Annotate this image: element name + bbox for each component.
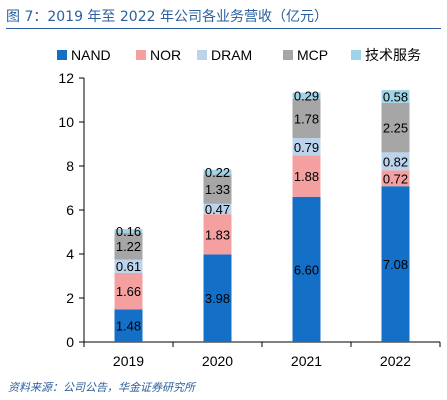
y-tick-label: 6 bbox=[66, 202, 74, 218]
bar-segment bbox=[114, 259, 143, 273]
chart-bars bbox=[114, 90, 410, 342]
x-tick-label: 2021 bbox=[291, 353, 322, 369]
legend-label: NAND bbox=[71, 47, 111, 63]
legend-swatch bbox=[197, 50, 207, 60]
data-label: 1.66 bbox=[116, 284, 141, 299]
bar-segment bbox=[381, 152, 410, 171]
data-label: 1.88 bbox=[294, 169, 319, 184]
y-tick-label: 0 bbox=[66, 334, 74, 350]
bar-segment bbox=[381, 186, 410, 342]
bar-segment bbox=[203, 214, 232, 255]
bar-segment bbox=[292, 196, 321, 342]
legend-label: MCP bbox=[297, 47, 328, 63]
bar-segment bbox=[203, 254, 232, 342]
y-tick-label: 2 bbox=[66, 290, 74, 306]
bar-segment bbox=[292, 98, 321, 139]
figure-source: 资料来源：公司公告，华金证券研究所 bbox=[8, 381, 195, 394]
data-label: 1.83 bbox=[205, 227, 230, 242]
y-tick-label: 10 bbox=[58, 114, 74, 130]
bar-segment bbox=[114, 309, 143, 342]
y-tick-label: 8 bbox=[66, 158, 74, 174]
bar-segment bbox=[203, 169, 232, 175]
chart-legend: NAND NOR DRAM MCP 技术服务 bbox=[57, 47, 421, 63]
data-label: 0.58 bbox=[383, 89, 408, 104]
bar-segment bbox=[203, 174, 232, 204]
y-tick-label: 12 bbox=[58, 70, 74, 86]
legend-swatch bbox=[136, 50, 146, 60]
bar-segment bbox=[292, 138, 321, 156]
bar-segment bbox=[203, 203, 232, 215]
bar-segment bbox=[381, 90, 410, 103]
legend-label: DRAM bbox=[211, 47, 252, 63]
legend-label: NOR bbox=[150, 47, 181, 63]
data-label: 0.79 bbox=[294, 140, 319, 155]
data-label: 0.61 bbox=[116, 259, 141, 274]
bar-segment bbox=[114, 229, 143, 233]
bar-segment bbox=[292, 155, 321, 197]
data-label: 0.22 bbox=[205, 165, 230, 180]
x-tick-label: 2020 bbox=[202, 353, 233, 369]
legend-swatch bbox=[57, 50, 67, 60]
bar-segment bbox=[292, 92, 321, 99]
chart-data-labels: 1.48 1.66 0.61 1.220.16 3.98 1.83 0.47 1.33 0.22… bbox=[116, 89, 408, 334]
bar-segment bbox=[381, 170, 410, 187]
bar-segment bbox=[114, 232, 143, 260]
x-tick-label: 2022 bbox=[380, 353, 411, 369]
bar-segment bbox=[381, 102, 410, 153]
data-label: 1.78 bbox=[294, 111, 319, 126]
y-tick-label: 4 bbox=[66, 246, 74, 262]
data-label: 0.47 bbox=[205, 202, 230, 217]
data-label: 7.08 bbox=[383, 257, 408, 272]
bar-segment bbox=[114, 272, 143, 310]
data-label: 0.16 bbox=[116, 224, 141, 239]
data-label: 6.60 bbox=[294, 262, 319, 277]
data-label: 1.48 bbox=[116, 319, 141, 334]
data-label: 3.98 bbox=[205, 291, 230, 306]
data-label: 2.25 bbox=[383, 121, 408, 136]
legend-swatch bbox=[351, 50, 361, 60]
legend-swatch bbox=[283, 50, 293, 60]
legend-label: 技术服务 bbox=[365, 47, 421, 63]
chart-axes: 0 2 4 6 8 10 12 2019 2020 2021 2022 bbox=[58, 70, 441, 369]
x-tick-label: 2019 bbox=[113, 353, 144, 369]
data-label: 1.22 bbox=[116, 239, 141, 254]
figure-title: 图 7：2019 年至 2022 年公司各业务营收（亿元） bbox=[6, 6, 441, 29]
data-label: 0.72 bbox=[383, 171, 408, 186]
data-label: 0.82 bbox=[383, 154, 408, 169]
data-label: 0.29 bbox=[294, 89, 319, 104]
data-label: 1.33 bbox=[205, 182, 230, 197]
